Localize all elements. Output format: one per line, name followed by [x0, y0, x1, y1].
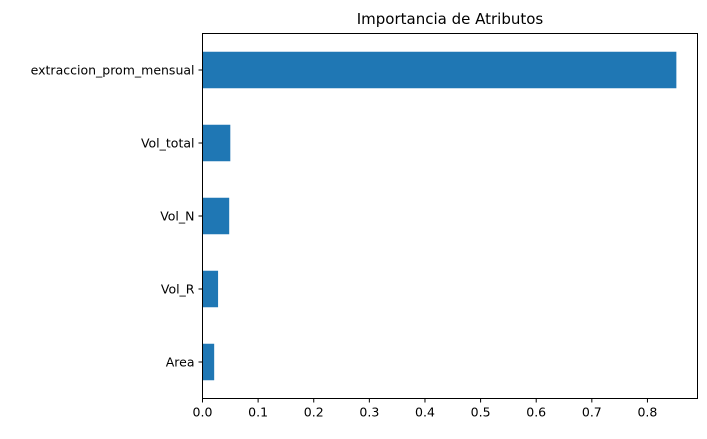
x-tick-label: 0.6 — [526, 405, 546, 420]
x-tick-label: 0.8 — [637, 405, 657, 420]
x-tick-label: 0.2 — [304, 405, 324, 420]
x-tick-label: 0.3 — [359, 405, 379, 420]
bar-area — [202, 343, 215, 381]
x-tick-label: 0.0 — [193, 405, 213, 420]
bar-vol-total — [202, 124, 231, 162]
x-tick-label: 0.1 — [248, 405, 268, 420]
y-axis-ticks: extraccion_prom_mensual Vol_total Vol_N Vol… — [31, 63, 203, 370]
y-tick-label: Area — [166, 355, 195, 370]
bar-vol-r — [202, 270, 219, 308]
plot-frame — [202, 33, 698, 399]
bar-extraccion-prom-mensual — [202, 51, 677, 89]
bar-vol-n — [202, 197, 230, 235]
chart-title: Importancia de Atributos — [357, 10, 544, 28]
y-tick-label: Vol_total — [141, 136, 195, 151]
bars-layer — [202, 51, 677, 381]
x-axis-ticks: 0.0 0.1 0.2 0.3 0.4 0.5 0.6 0.7 0.8 — [193, 398, 657, 420]
x-tick-label: 0.7 — [582, 405, 602, 420]
y-tick-label: Vol_R — [161, 282, 195, 297]
y-tick-label: Vol_N — [160, 209, 194, 224]
x-tick-label: 0.4 — [415, 405, 435, 420]
x-tick-label: 0.5 — [471, 405, 491, 420]
y-tick-label: extraccion_prom_mensual — [31, 63, 195, 78]
